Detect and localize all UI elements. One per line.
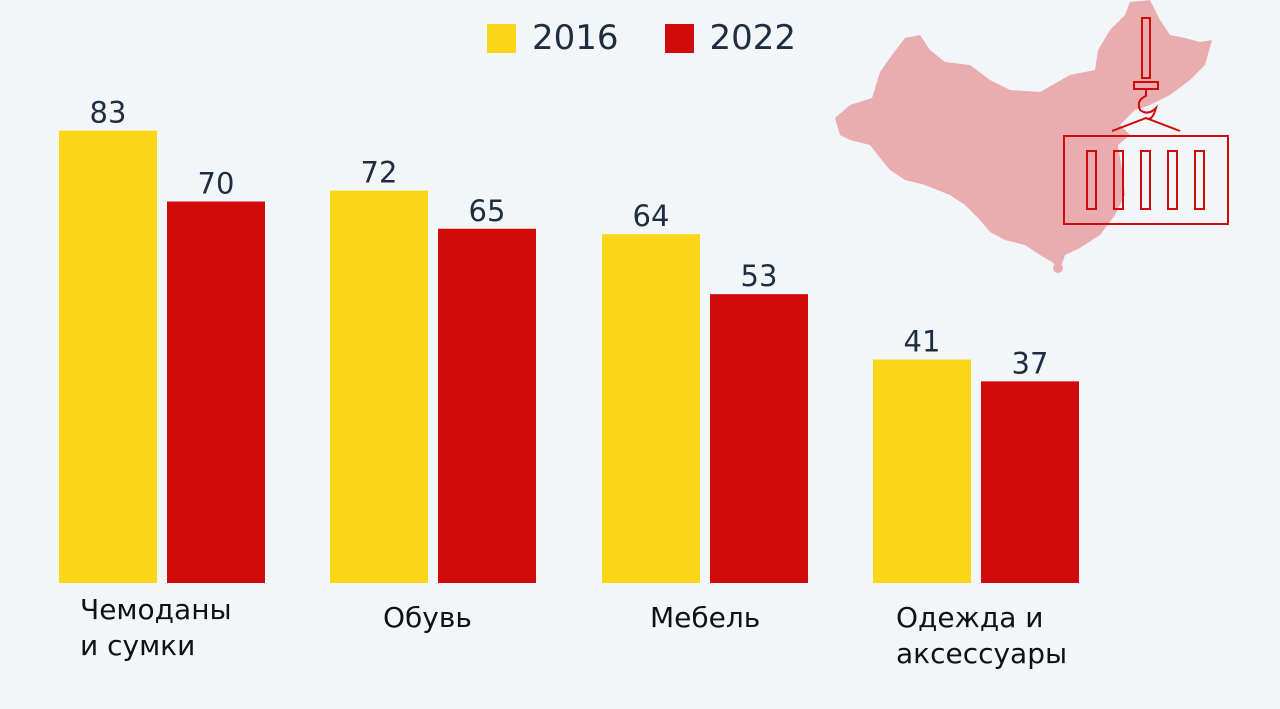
data-label-2016-3: 41 — [904, 325, 941, 359]
shipping-container-crane-icon — [1063, 17, 1229, 225]
legend-item-2022: 2022 — [664, 18, 797, 58]
bar-2016-3 — [873, 359, 971, 583]
data-label-2022-3: 37 — [1012, 346, 1049, 380]
bar-2016-2 — [602, 234, 700, 583]
data-label-2016-2: 64 — [633, 199, 670, 233]
bar-2016-0 — [59, 130, 157, 583]
legend-item-2016: 2016 — [487, 18, 619, 58]
legend: 2016 2022 — [487, 18, 842, 58]
category-label: Чемоданы и сумки — [80, 593, 232, 662]
legend-label-2022: 2022 — [709, 18, 797, 58]
legend-label-2016: 2016 — [532, 18, 619, 58]
china-map-icon — [835, 0, 1212, 273]
category-label: Одежда и аксессуары — [896, 601, 1068, 670]
bar-2016-1 — [330, 190, 428, 583]
data-label-2016-1: 72 — [361, 156, 398, 190]
data-label-2016-0: 83 — [90, 96, 127, 130]
data-label-2022-0: 70 — [198, 167, 235, 201]
bar-2022-1 — [438, 228, 536, 583]
bar-2022-3 — [981, 381, 1079, 583]
legend-swatch-2016 — [487, 23, 516, 53]
bar-2022-2 — [710, 294, 808, 583]
category-label: Мебель — [650, 601, 761, 634]
category-label: Обувь — [383, 601, 472, 634]
legend-swatch-2022 — [664, 23, 694, 53]
data-label-2022-2: 53 — [741, 259, 778, 293]
bar-2022-0 — [167, 201, 265, 583]
data-label-2022-1: 65 — [469, 194, 506, 228]
